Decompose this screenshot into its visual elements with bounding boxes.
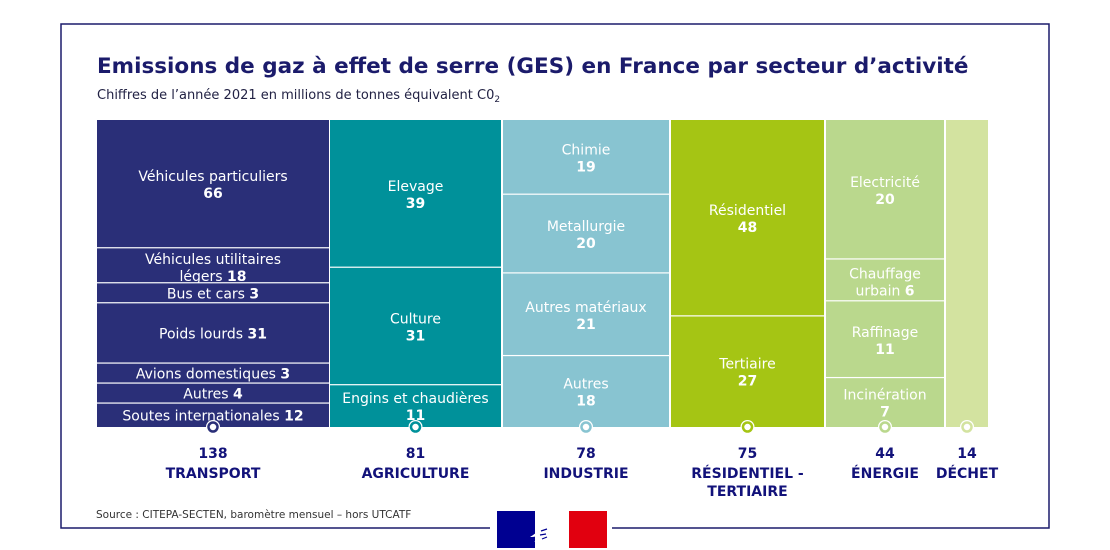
sector-name-industrie: INDUSTRIE [543,466,628,482]
value-industrie-metallurgie: 20 [576,236,596,252]
label-energie-electricite: Electricité [850,175,920,191]
value-industrie-autres: 18 [576,394,595,410]
total-energie: 44 [875,446,895,462]
total-agriculture: 81 [406,446,425,462]
total-dechet: 14 [957,446,977,462]
block-industrie-metallurgie [503,194,669,273]
chart-subtitle-subscript: 2 [494,95,500,105]
label-line2-transport-vehicules-utilitaires-legers: légers 18 [180,269,247,285]
label-transport-vehicules-utilitaires-legers: Véhicules utilitaires [145,252,281,268]
logo-red-field [569,511,607,548]
value-transport-autres: 4 [233,387,243,403]
value-industrie-chimie: 19 [576,159,595,175]
block-energie-incineration [826,378,944,427]
sector-name-dechet: DÉCHET [936,465,999,482]
label-energie-chauffage-urbain: Chauffage [849,266,921,282]
source-note: Source : CITEPA-SECTEN, baromètre mensue… [96,509,411,521]
block-agriculture-elevage [330,120,501,267]
sector-name-residentiel-tertiaire: RÉSIDENTIEL - [691,465,804,482]
label-agriculture-engins-et-chaudieres: Engins et chaudières [342,391,488,407]
block-transport-avions-domestiques [97,363,329,383]
block-transport-vehicules-particuliers [97,120,329,248]
label-transport-poids-lourds: Poids lourds 31 [159,327,267,343]
sector-markers [206,420,974,434]
sector-name-line2-residentiel-tertiaire: TERTIAIRE [707,484,787,500]
label-transport-soutes-internationales: Soutes internationales 12 [122,408,303,424]
label-agriculture-culture: Culture [390,312,441,328]
sector-totals: 138 TRANSPORT 81 AGRICULTURE 78 INDUSTRIE 75 RÉ… [166,446,999,500]
value-energie-raffinage: 11 [875,342,894,358]
value-energie-incineration: 7 [880,405,890,421]
label-transport-autres: Autres 4 [183,387,243,403]
value-transport-soutes-internationales: 12 [284,408,303,424]
block-energie-chauffage-urbain [826,259,944,301]
block-residentiel-tertiaire-residentiel [671,120,824,316]
block-residentiel-tertiaire-tertiaire [671,316,824,427]
block-agriculture-culture [330,267,501,385]
label-industrie-autres: Autres [563,377,608,393]
label-industrie-chimie: Chimie [562,142,611,158]
block-energie-electricite [826,120,944,259]
value-transport-vehicules-utilitaires-legers: 18 [227,269,246,285]
total-transport: 138 [198,446,227,462]
value-transport-avions-domestiques: 3 [280,367,290,383]
value-transport-bus-et-cars: 3 [249,286,259,302]
value-industrie-autres-materiaux: 21 [576,317,595,333]
block-transport-autres [97,383,329,403]
value-energie-chauffage-urbain: 6 [905,283,915,299]
label-energie-incineration: Incinération [843,388,926,404]
value-transport-poids-lourds: 31 [248,327,267,343]
label-agriculture-elevage: Elevage [388,179,444,195]
block-dechet [946,120,988,427]
value-residentiel-tertiaire-tertiaire: 27 [738,374,757,390]
value-agriculture-elevage: 39 [406,196,425,212]
label-line2-energie-chauffage-urbain: urbain 6 [855,283,914,299]
chart-subtitle-main: Chiffres de l’année 2021 en millions de … [97,88,494,103]
label-transport-bus-et-cars: Bus et cars 3 [167,286,259,302]
block-transport-vehicules-utilitaires-legers [97,248,329,283]
block-industrie-chimie [503,120,669,194]
marianne-profile-lines [539,528,548,540]
block-transport-poids-lourds [97,303,329,363]
label-industrie-metallurgie: Metallurgie [547,219,625,235]
label-industrie-autres-materiaux: Autres matériaux [525,300,646,316]
value-energie-electricite: 20 [875,192,895,208]
sector-name-energie: ÉNERGIE [851,465,919,482]
block-industrie-autres-materiaux [503,273,669,355]
marker-ring-industrie [580,421,592,433]
frame-border [60,23,1050,529]
label-transport-vehicules-particuliers: Véhicules particuliers [138,169,287,185]
marianne-logo [497,511,607,548]
sector-name-agriculture: AGRICULTURE [362,466,470,482]
value-agriculture-culture: 31 [406,329,425,345]
logo-blue-field [497,511,535,548]
marker-ring-energie [879,421,891,433]
label-residentiel-tertiaire-residentiel: Résidentiel [709,203,786,219]
marker-ring-residentiel-tertiaire [741,421,754,433]
label-residentiel-tertiaire-tertiaire: Tertiaire [718,357,775,373]
label-energie-raffinage: Raffinage [852,325,919,341]
total-industrie: 78 [576,446,595,462]
chart-title: Emissions de gaz à effet de serre (GES) … [97,54,969,79]
block-transport-bus-et-cars [97,283,329,303]
block-energie-raffinage [826,301,944,377]
chart-subtitle: Chiffres de l’année 2021 en millions de … [97,88,500,105]
total-residentiel-tertiaire: 75 [738,446,757,462]
value-agriculture-engins-et-chaudieres: 11 [406,408,425,424]
marker-ring-dechet [961,421,973,433]
sector-name-transport: TRANSPORT [166,466,261,482]
marker-ring-transport [207,421,219,433]
value-transport-vehicules-particuliers: 66 [203,186,222,202]
value-residentiel-tertiaire-residentiel: 48 [738,220,757,236]
label-transport-avions-domestiques: Avions domestiques 3 [136,367,290,383]
block-industrie-autres [503,356,669,427]
marianne-profile-icon [530,516,558,542]
marker-ring-agriculture [409,421,422,433]
block-transport-soutes-internationales [97,403,329,427]
